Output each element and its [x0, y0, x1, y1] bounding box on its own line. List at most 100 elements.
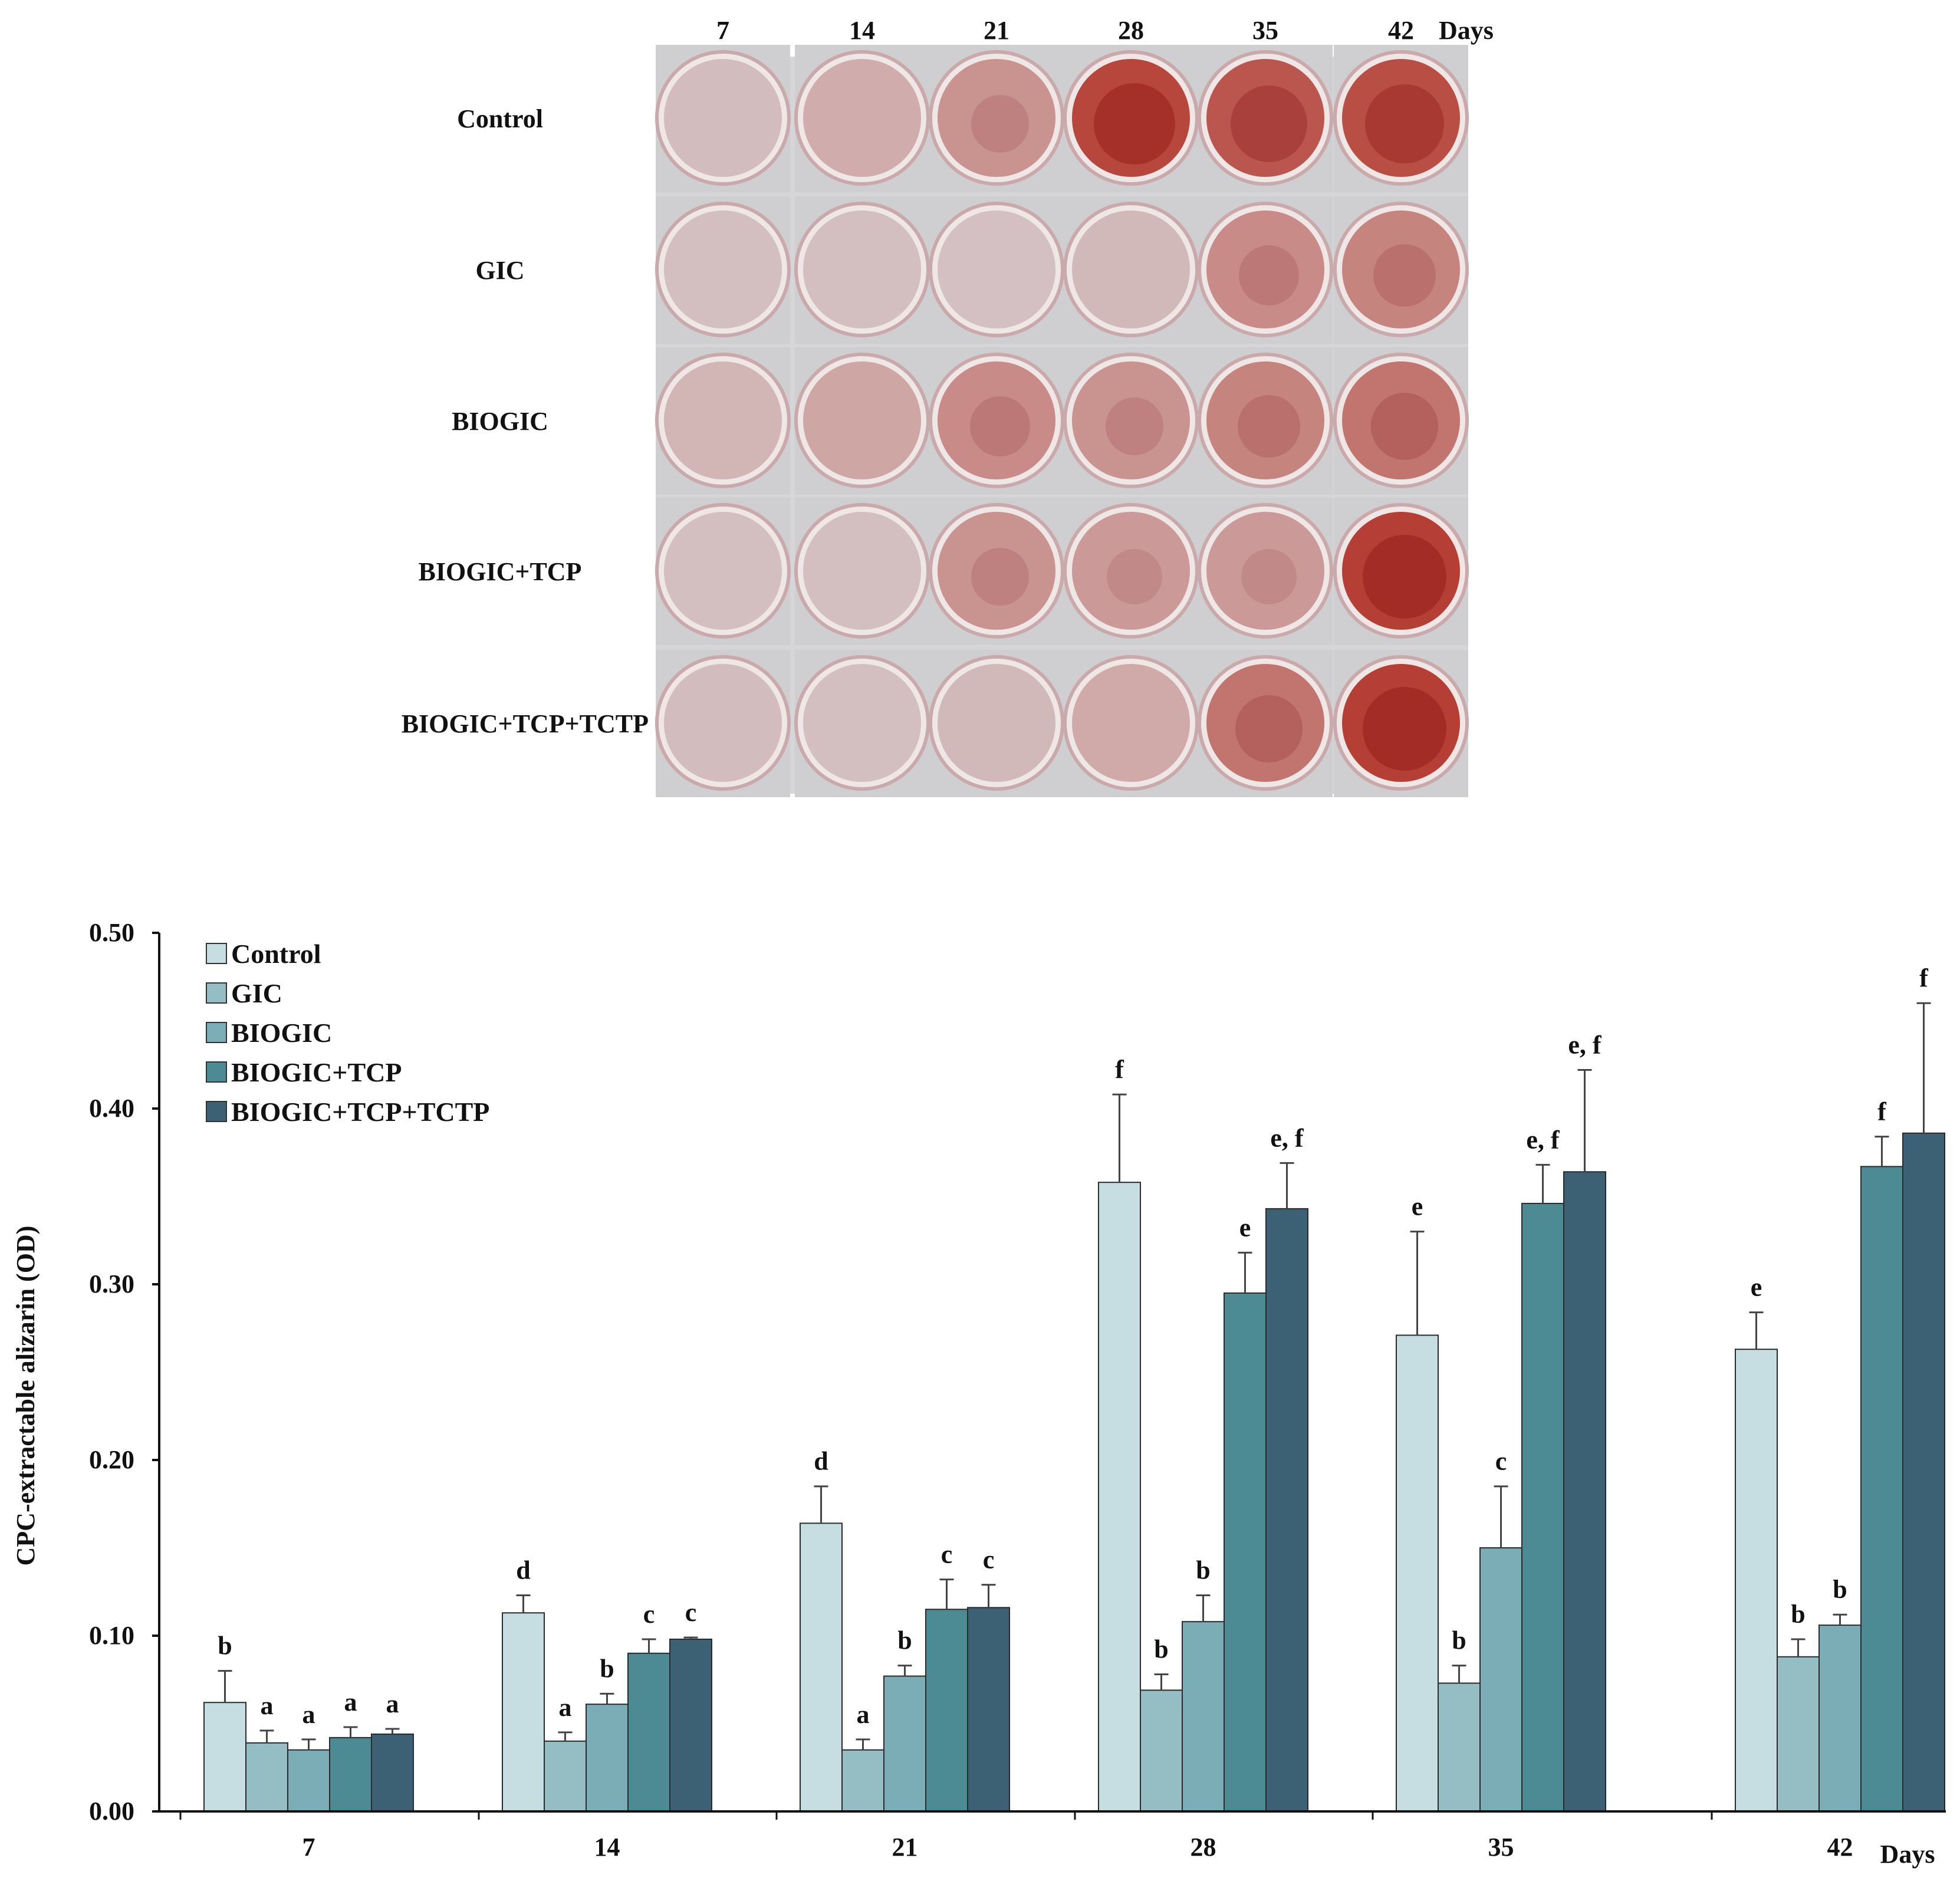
significance-letter: b [1791, 1600, 1805, 1629]
significance-letter: e, f [1568, 1030, 1602, 1059]
significance-letter: e [1239, 1213, 1251, 1242]
error-bars [218, 1002, 1931, 1750]
significance-letter: b [1154, 1635, 1168, 1664]
significance-letter: c [983, 1545, 995, 1574]
bar-BIOGIC+TCP-day-28 [1224, 1292, 1267, 1812]
bar-BIOGIC-day-14 [586, 1704, 629, 1812]
bar-Control-day-21 [800, 1522, 843, 1813]
x-tick-label-28: 28 [1191, 1833, 1216, 1862]
significance-letter: c [643, 1600, 655, 1629]
significance-letter: b [1452, 1626, 1466, 1655]
y-axis-label: CPC-extractable alizarin (OD) [11, 1226, 40, 1566]
significance-letter: b [218, 1632, 232, 1660]
bar-BIOGIC-day-7 [287, 1749, 330, 1812]
bar-Control-day-28 [1098, 1182, 1141, 1812]
y-tick-label: 0.10 [89, 1621, 134, 1650]
y-tick-label: 0.40 [89, 1094, 134, 1123]
day-headers: 7 14 21 28 35 42 [716, 16, 1414, 45]
stain-deposit [1094, 83, 1175, 165]
significance-letter: e, f [1270, 1123, 1304, 1152]
legend: Control GIC BIOGIC BIOGIC+TCP BIOGIC+TCP+TCT… [206, 939, 489, 1127]
stained-well [664, 211, 782, 328]
x-tick-label-21: 21 [892, 1833, 918, 1862]
significance-letter: a [261, 1691, 274, 1720]
y-tick-label: 0.50 [89, 918, 134, 947]
stain-deposit [1363, 687, 1446, 771]
y-tick-label: 0.30 [89, 1270, 134, 1298]
days-unit-label: Days [1439, 16, 1494, 45]
x-axis-label: Days [1880, 1840, 1935, 1869]
day-header-7: 7 [716, 16, 729, 45]
bar-BIOGIC+TCP+TCTP-day-14 [669, 1638, 712, 1812]
bar-BIOGIC+TCP+TCTP-day-42 [1902, 1132, 1945, 1812]
significance-letter: e [1412, 1192, 1423, 1221]
significance-letter: a [302, 1700, 315, 1729]
significance-letter: e [1751, 1273, 1762, 1302]
legend-swatch [206, 1101, 227, 1122]
bar-BIOGIC-day-28 [1182, 1621, 1225, 1812]
bar-GIC-day-35 [1438, 1682, 1481, 1812]
bar-BIOGIC+TCP+TCTP-day-28 [1265, 1208, 1308, 1813]
stained-well [938, 211, 1055, 328]
stained-well [664, 512, 782, 630]
legend-swatch [206, 943, 227, 964]
significance-letter: c [941, 1540, 953, 1569]
significance-letter: b [1833, 1575, 1847, 1604]
significance-letter: e, f [1526, 1125, 1560, 1154]
bar-Control-day-35 [1396, 1334, 1439, 1812]
significance-letter: b [897, 1626, 912, 1655]
group-label: BIOGIC [452, 407, 548, 436]
legend-label: BIOGIC+TCP [231, 1057, 402, 1087]
y-axis-ticks: 0.00 0.10 0.20 0.30 0.40 0.50 [89, 918, 159, 1826]
significance-letter: d [814, 1447, 828, 1476]
significance-letter: b [1196, 1556, 1210, 1584]
stained-well [664, 664, 782, 782]
bar-GIC-day-7 [245, 1742, 288, 1813]
stain-deposit [971, 548, 1029, 606]
stained-well [803, 512, 921, 630]
x-tick-label-14: 14 [594, 1833, 620, 1862]
day-header-21: 21 [984, 16, 1009, 45]
bar-BIOGIC+TCP-day-35 [1521, 1202, 1564, 1812]
stained-well [1072, 211, 1190, 328]
significance-letter: c [1495, 1447, 1507, 1476]
stained-well [1072, 664, 1190, 782]
day-header-35: 35 [1252, 16, 1278, 45]
day-header-42: 42 [1388, 16, 1414, 45]
legend-label: Control [231, 939, 321, 969]
stained-well [664, 361, 782, 479]
significance-letter: f [1115, 1055, 1124, 1084]
group-labels: Control GIC BIOGIC BIOGIC+TCP BIOGIC+TCP+TCT… [402, 104, 649, 738]
significance-letter: f [1877, 1097, 1887, 1126]
stain-deposit [1363, 535, 1446, 619]
day-header-14: 14 [849, 16, 875, 45]
bar-BIOGIC-day-35 [1479, 1547, 1522, 1812]
bar-BIOGIC+TCP+TCTP-day-35 [1563, 1171, 1606, 1812]
stained-well [664, 59, 782, 177]
significance-letter: f [1919, 963, 1929, 992]
stain-deposit [970, 396, 1030, 456]
legend-label: BIOGIC [231, 1018, 332, 1048]
bar-BIOGIC+TCP+TCTP-day-7 [371, 1733, 414, 1812]
significance-letter: a [559, 1693, 572, 1722]
x-tick-label-35: 35 [1488, 1833, 1514, 1862]
legend-label: GIC [231, 978, 282, 1008]
stain-deposit [1373, 244, 1436, 307]
legend-label: BIOGIC+TCP+TCTP [231, 1097, 489, 1127]
significance-letter: a [386, 1689, 399, 1718]
bar-Control-day-42 [1735, 1349, 1778, 1812]
x-axis-ticks: 7 14 21 28 35 42 [179, 1811, 1853, 1862]
bar-GIC-day-42 [1777, 1656, 1820, 1812]
stain-deposit [971, 95, 1029, 153]
group-label: BIOGIC+TCP+TCTP [402, 709, 649, 738]
well-grid [655, 45, 1469, 797]
stain-deposit [1106, 397, 1163, 455]
legend-swatch [206, 1022, 227, 1043]
bar-Control-day-14 [502, 1612, 545, 1812]
stain-deposit [1239, 245, 1299, 305]
bar-BIOGIC+TCP-day-7 [329, 1737, 372, 1813]
stained-well [803, 361, 921, 479]
group-label: GIC [475, 256, 524, 285]
y-tick-label: 0.00 [89, 1797, 134, 1826]
